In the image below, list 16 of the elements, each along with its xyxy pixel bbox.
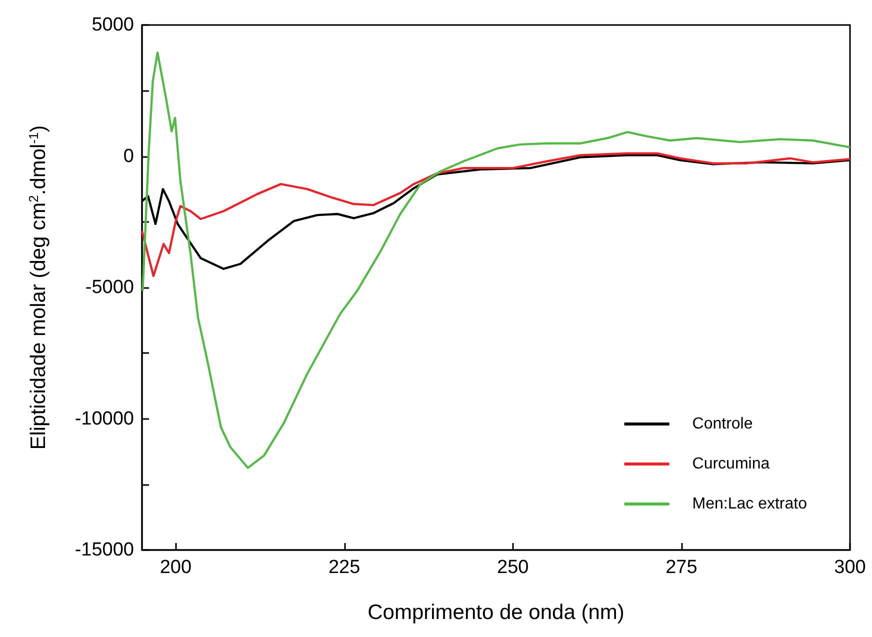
line-series: [142, 51, 852, 469]
x-tick-label: 300: [834, 557, 866, 578]
x-tick-label: 225: [328, 557, 360, 578]
y-axis-title: Elipticidade molar (deg cm2.dmol-1): [26, 125, 50, 450]
y-tick-label: 5000: [92, 14, 134, 36]
x-tick-label: 275: [666, 557, 698, 578]
x-axis-title: Comprimento de onda (nm): [368, 601, 624, 624]
x-tick-label: 200: [160, 557, 192, 578]
legend-label: Curcumina: [692, 456, 770, 472]
y-tick-label: -5000: [85, 277, 134, 298]
x-tick-label: 250: [497, 557, 529, 578]
legend-label: Men:Lac extrato: [692, 496, 808, 512]
y-tick-label: -10000: [74, 408, 134, 430]
y-tick-label: 0: [123, 146, 134, 167]
y-tick-label: -15000: [74, 540, 134, 560]
legend-label: Controle: [692, 416, 753, 432]
